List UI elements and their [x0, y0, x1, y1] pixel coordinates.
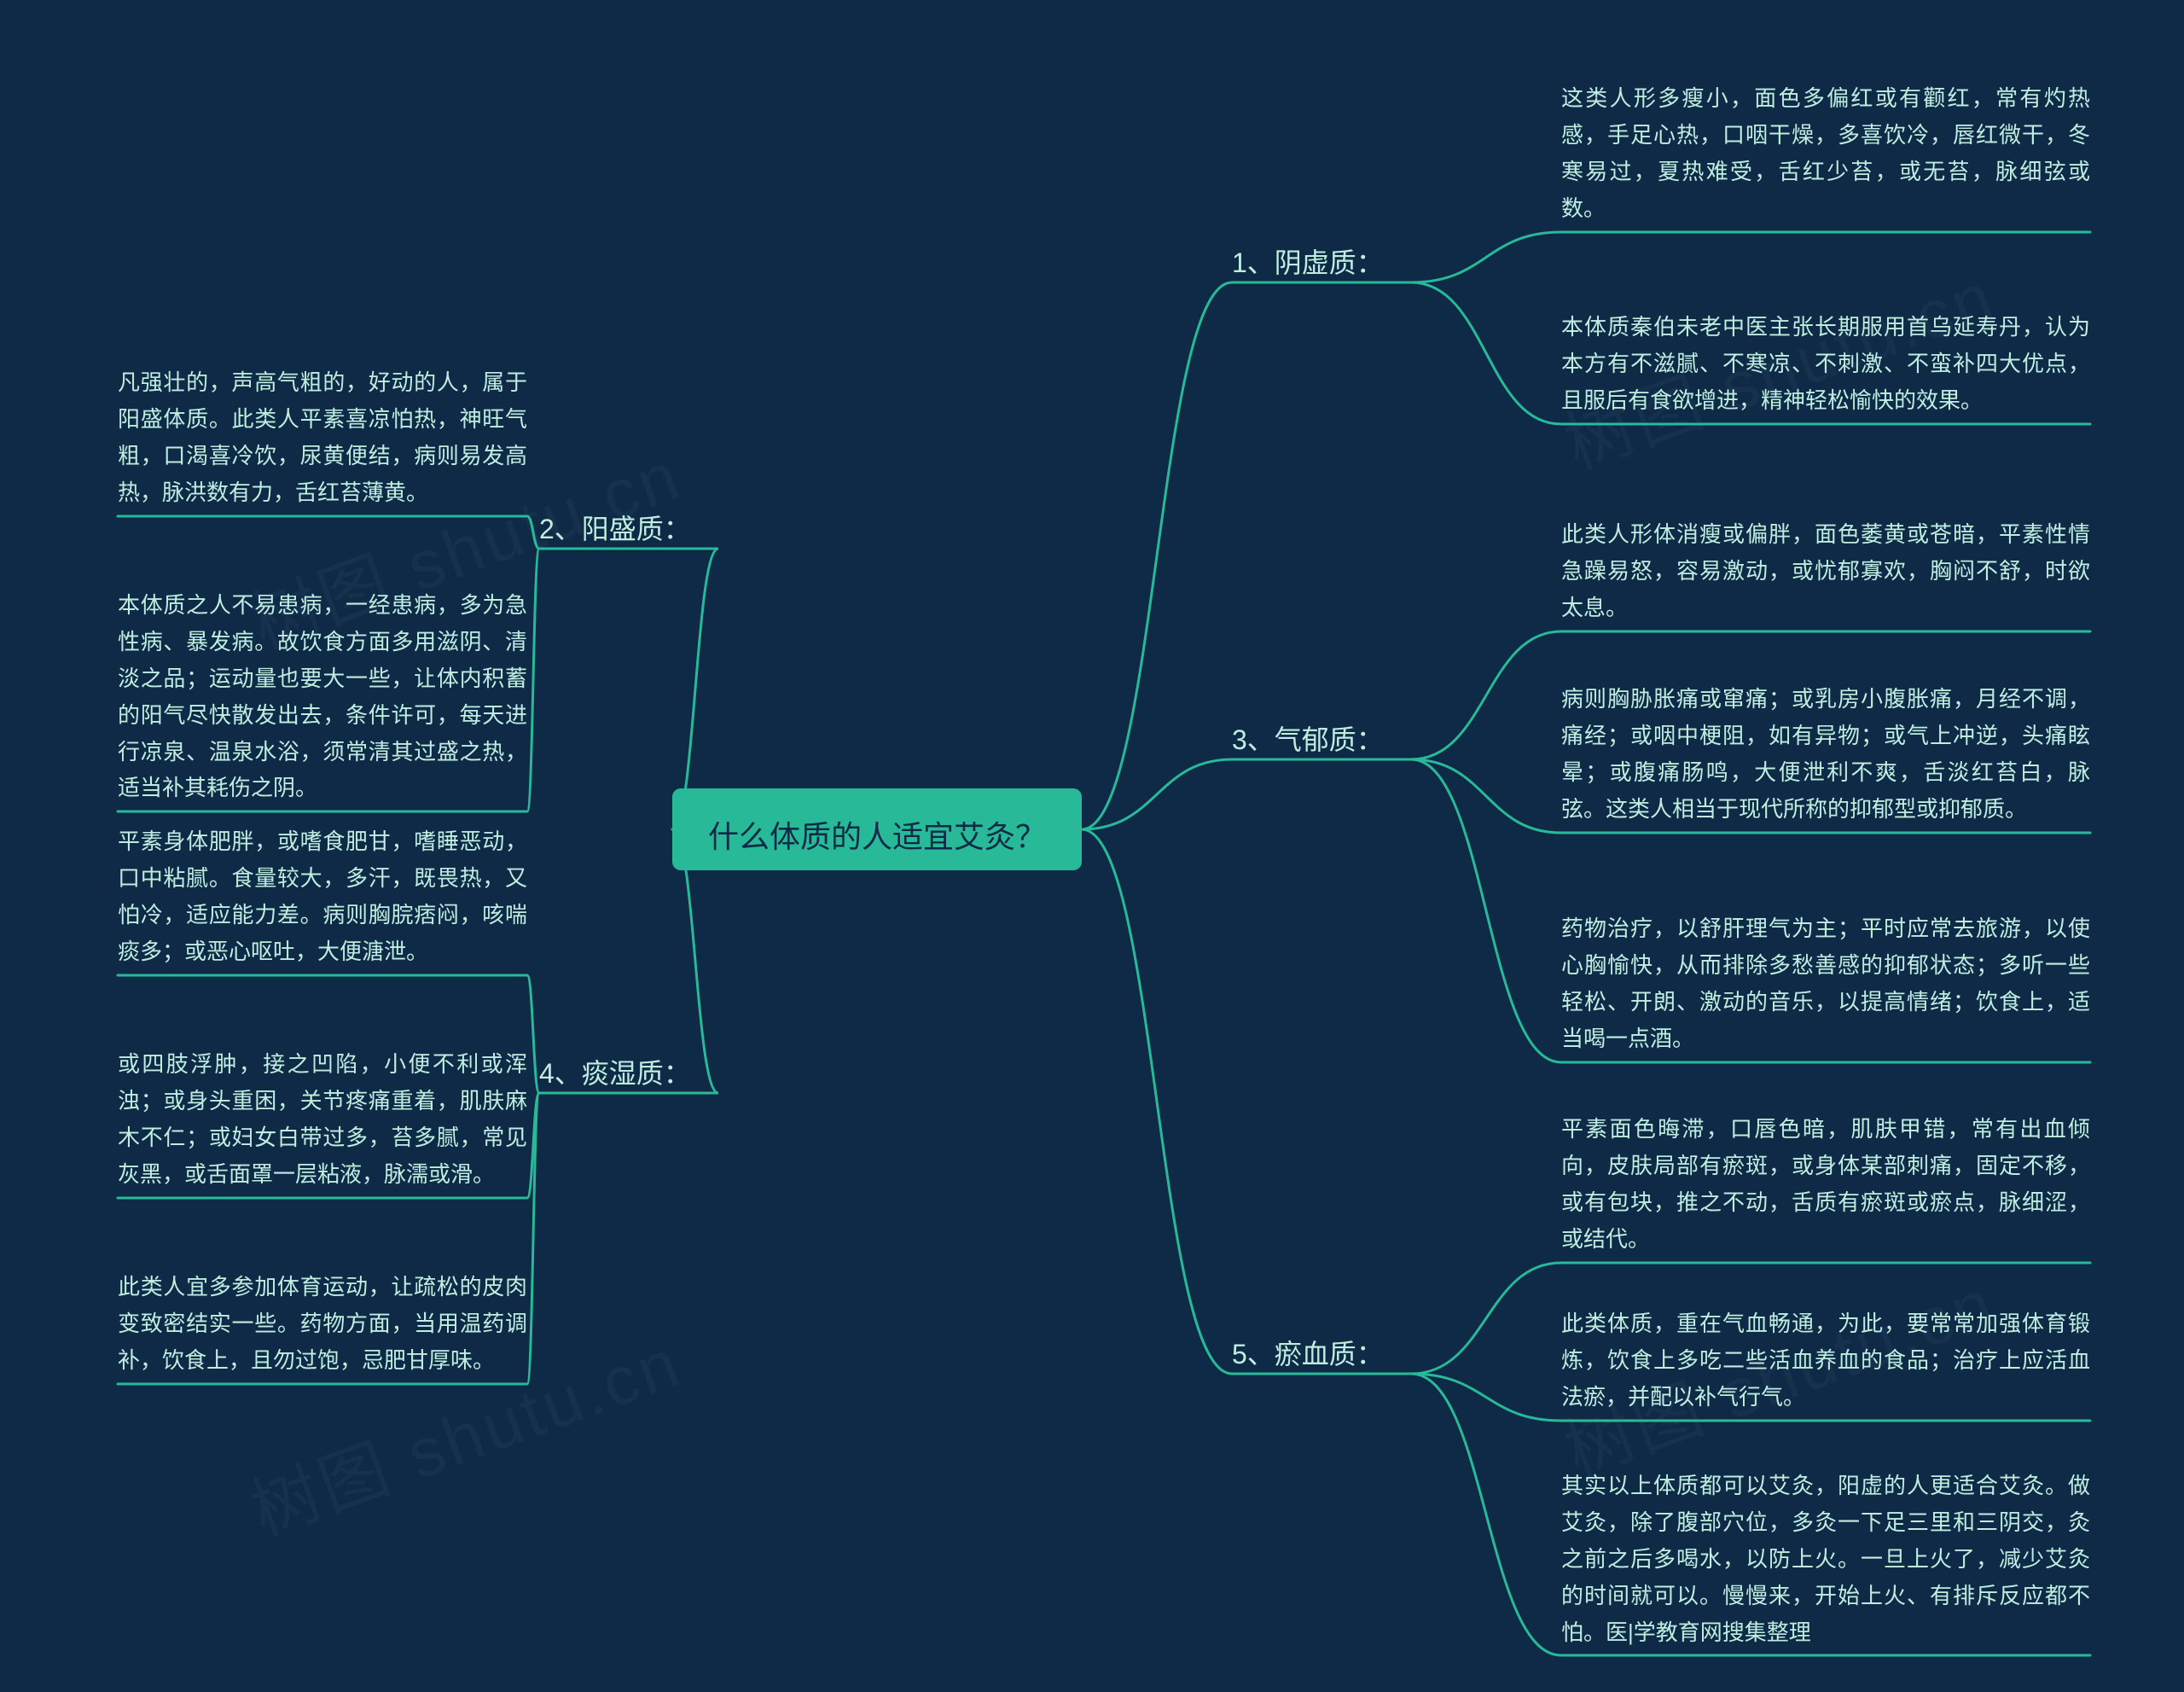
- branch-label: 5、瘀血质：: [1232, 1333, 1411, 1372]
- mindmap-canvas: 树图 shutu.cn树图 shutu.cn树图 shutu.cn树图 shut…: [0, 0, 2184, 1692]
- leaf-text: 平素身体肥胖，或嗜食肥甘，嗜睡恶动，口中粘腻。食量较大，多汗，既畏热，又怕冷，适…: [118, 823, 527, 970]
- connector: [118, 516, 539, 549]
- leaf-text: 此类体质，重在气血畅通，为此，要常常加强体育锻炼，饮食上多吃二些活血养血的食品；…: [1561, 1305, 2090, 1416]
- connector: [539, 549, 718, 829]
- leaf-text: 这类人形多瘦小，面色多偏红或有颧红，常有灼热感，手足心热，口咽干燥，多喜饮冷，唇…: [1561, 80, 2090, 227]
- leaf-text: 药物治疗，以舒肝理气为主；平时应常去旅游，以使心胸愉快，从而排除多愁善感的抑郁状…: [1561, 910, 2090, 1057]
- leaf-text: 凡强壮的，声高气粗的，好动的人，属于阳盛体质。此类人平素喜凉怕热，神旺气粗，口渴…: [118, 364, 527, 511]
- leaf-text: 此类人形体消瘦或偏胖，面色萎黄或苍暗，平素性情急躁易怒，容易激动，或忧郁寡欢，胸…: [1561, 516, 2090, 626]
- leaf-text: 本体质秦伯未老中医主张长期服用首乌延寿丹，认为本方有不滋腻、不寒凉、不刺激、不蛮…: [1561, 309, 2090, 419]
- branch-label: 1、阴虚质：: [1232, 241, 1411, 281]
- connector: [1411, 232, 2090, 282]
- leaf-text: 病则胸胁胀痛或窜痛；或乳房小腹胀痛，月经不调，痛经；或咽中梗阻，如有异物；或气上…: [1561, 681, 2090, 828]
- connector: [1082, 759, 1411, 829]
- leaf-text: 此类人宜多参加体育运动，让疏松的皮肉变致密结实一些。药物方面，当用温药调补，饮食…: [118, 1269, 527, 1379]
- leaf-text: 本体质之人不易患病，一经患病，多为急性病、暴发病。故饮食方面多用滋阴、清淡之品；…: [118, 587, 527, 806]
- branch-label: 4、痰湿质：: [539, 1052, 718, 1091]
- leaf-text: 或四肢浮肿，接之凹陷，小便不利或浑浊；或身头重困，关节疼痛重着，肌肤麻木不仁；或…: [118, 1046, 527, 1193]
- connector: [1082, 829, 1411, 1374]
- branch-label: 2、阳盛质：: [539, 508, 718, 547]
- leaf-text: 其实以上体质都可以艾灸，阳虚的人更适合艾灸。做艾灸，除了腹部穴位，多灸一下足三里…: [1561, 1468, 2090, 1650]
- branch-label: 3、气郁质：: [1232, 718, 1411, 758]
- leaf-text: 平素面色晦滞，口唇色暗，肌肤甲错，常有出血倾向，皮肤局部有瘀斑，或身体某部刺痛，…: [1561, 1111, 2090, 1258]
- center-node: 什么体质的人适宜艾灸？: [672, 788, 1082, 870]
